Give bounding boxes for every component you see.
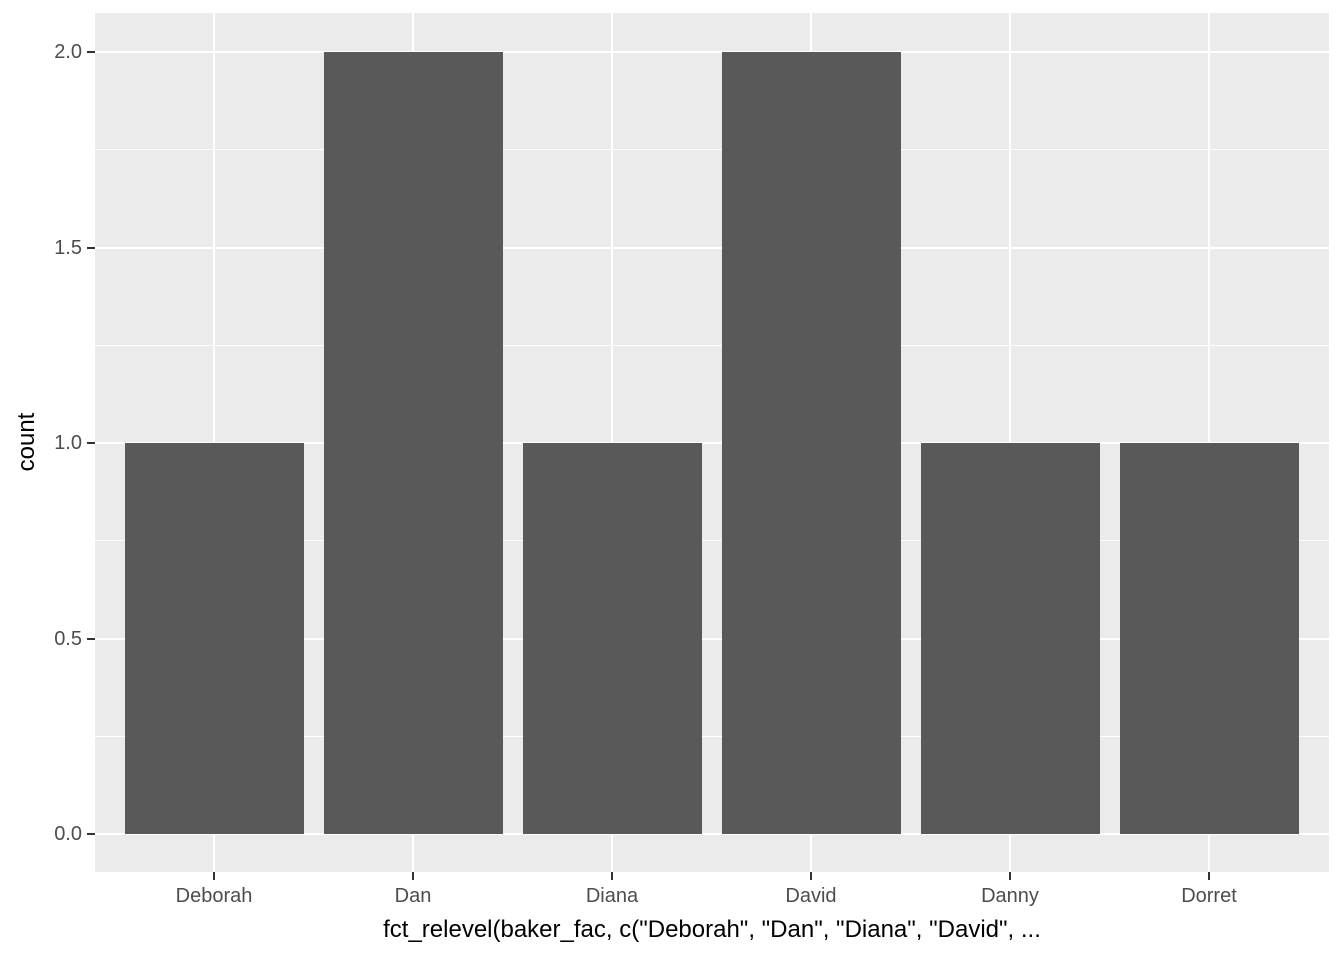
bar-dan — [323, 52, 503, 834]
y-tick-mark — [87, 51, 95, 53]
x-tick-label-diana: Diana — [585, 885, 639, 907]
x-tick-mark — [810, 872, 812, 880]
h-gridline-major — [95, 51, 1329, 53]
bar-david — [721, 52, 901, 834]
x-tick-label-dorret: Dorret — [1181, 885, 1237, 907]
x-tick-label-david: David — [785, 885, 837, 907]
y-tick-label: 0.0 — [54, 823, 82, 845]
bar-dorret — [1119, 443, 1299, 834]
h-gridline-major — [95, 833, 1329, 835]
y-tick-label: 1.0 — [54, 432, 82, 454]
x-tick-mark — [611, 872, 613, 880]
h-gridline-major — [95, 637, 1329, 640]
y-tick-mark — [87, 246, 95, 249]
v-gridline-major — [1208, 13, 1210, 872]
x-tick-mark — [412, 872, 414, 880]
x-tick-mark — [1009, 872, 1011, 880]
h-gridline-minor — [95, 149, 1329, 151]
v-gridline-major — [213, 13, 215, 872]
y-tick-mark — [87, 442, 95, 444]
x-tick-label-danny: Danny — [981, 885, 1039, 907]
v-gridline-major — [1009, 13, 1011, 872]
y-tick-label: 0.5 — [54, 627, 82, 650]
h-gridline-minor — [95, 344, 1329, 346]
plot-panel — [95, 13, 1329, 872]
y-tick-label: 1.5 — [54, 236, 82, 259]
x-axis-title: fct_relevel(baker_fac, c("Deborah", "Dan… — [383, 916, 1041, 943]
x-tick-label-deborah: Deborah — [175, 885, 253, 907]
bar-deborah — [124, 443, 304, 834]
h-gridline-minor — [95, 540, 1329, 542]
v-gridline-major — [611, 13, 613, 872]
y-tick-label: 2.0 — [54, 41, 82, 63]
bar-diana — [522, 443, 702, 834]
x-tick-label-dan: Dan — [394, 885, 432, 907]
bar-danny — [920, 443, 1100, 834]
h-gridline-major — [95, 442, 1329, 444]
y-tick-mark — [87, 637, 95, 640]
h-gridline-minor — [95, 735, 1329, 737]
y-tick-mark — [87, 833, 95, 835]
x-tick-mark — [1208, 872, 1210, 880]
h-gridline-major — [95, 246, 1329, 249]
x-tick-mark — [213, 872, 215, 880]
